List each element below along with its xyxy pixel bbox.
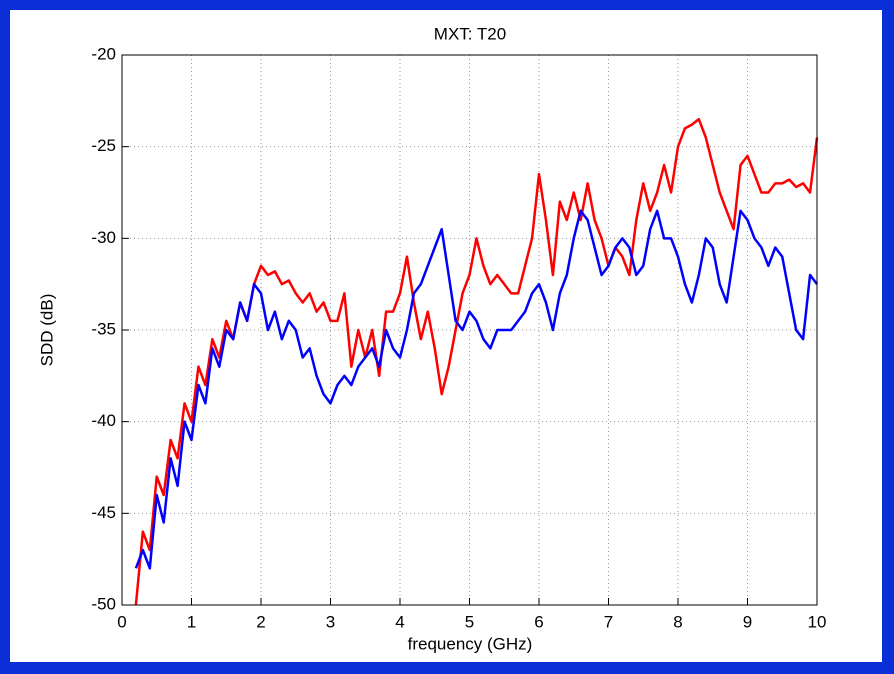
y-tick-label: -45 <box>91 503 116 522</box>
y-tick-label: -25 <box>91 136 116 155</box>
y-tick-label: -30 <box>91 228 116 247</box>
figure-background <box>10 10 882 662</box>
plot-frame <box>121 54 818 606</box>
y-tick-label: -40 <box>91 411 116 430</box>
x-tick-label: 0 <box>117 612 126 631</box>
y-tick-label: -35 <box>91 319 116 338</box>
x-tick-label: 4 <box>395 612 404 631</box>
x-tick-label: 5 <box>465 612 474 631</box>
x-tick-label: 10 <box>808 612 827 631</box>
chart-title: MXT: T20 <box>434 24 506 43</box>
x-tick-label: 3 <box>326 612 335 631</box>
x-tick-label: 7 <box>604 612 613 631</box>
y-tick-label: -50 <box>91 594 116 613</box>
x-tick-label: 9 <box>743 612 752 631</box>
y-axis-label: SDD (dB) <box>37 294 56 367</box>
data-line <box>134 209 818 570</box>
y-tick-label: -20 <box>91 44 116 63</box>
x-tick-label: 6 <box>534 612 543 631</box>
x-tick-label: 2 <box>256 612 265 631</box>
x-tick-label: 8 <box>673 612 682 631</box>
x-tick-label: 1 <box>187 612 196 631</box>
x-axis-label: frequency (GHz) <box>408 634 533 653</box>
